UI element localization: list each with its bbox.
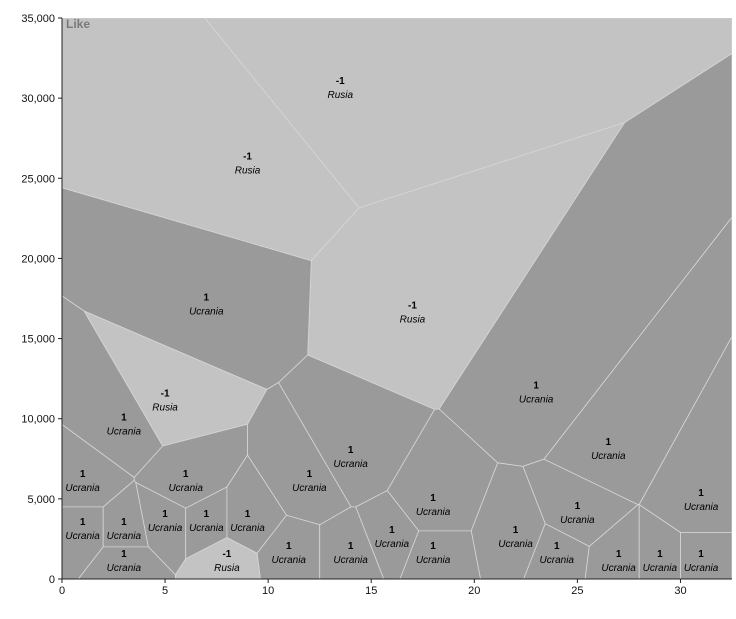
x-tick-label: 30: [674, 585, 686, 597]
cell-value-label: 1: [430, 493, 436, 504]
x-tick-label: 0: [59, 585, 65, 597]
cell-country-label: Ucrania: [168, 483, 203, 494]
cell-country-label: Ucrania: [684, 502, 719, 513]
cell-country-label: Ucrania: [375, 539, 410, 550]
cell-value-label: 1: [698, 488, 704, 499]
x-tick-label: 15: [365, 585, 377, 597]
cell-value-label: -1: [161, 389, 170, 400]
cell-value-label: 1: [121, 549, 127, 560]
x-tick-label: 5: [162, 585, 168, 597]
cell-country-label: Ucrania: [519, 395, 554, 406]
cell-country-label: Ucrania: [416, 507, 451, 518]
cell-country-label: Ucrania: [189, 307, 224, 318]
cell-country-label: Ucrania: [148, 523, 183, 534]
cell-value-label: 1: [162, 509, 168, 520]
voronoi-cell-ucrania: [399, 530, 481, 579]
cell-value-label: 1: [430, 541, 436, 552]
cell-country-label: Ucrania: [107, 563, 142, 574]
cell-country-label: Ucrania: [333, 459, 368, 470]
y-tick-label: 10,000: [21, 414, 55, 426]
cell-country-label: Ucrania: [643, 563, 678, 574]
voronoi-cell-rusia: [174, 537, 261, 579]
cell-value-label: 1: [575, 501, 581, 512]
cell-value-label: -1: [243, 151, 252, 162]
cell-country-label: Ucrania: [601, 563, 636, 574]
corner-label: Like: [66, 17, 90, 31]
y-tick-label: 25,000: [21, 173, 55, 185]
cell-country-label: Rusia: [400, 315, 426, 326]
cell-value-label: 1: [513, 525, 519, 536]
cell-country-label: Ucrania: [292, 483, 327, 494]
cell-country-label: Ucrania: [272, 555, 307, 566]
cell-country-label: Ucrania: [684, 563, 719, 574]
cell-value-label: 1: [245, 509, 251, 520]
cell-country-label: Ucrania: [65, 531, 100, 542]
cell-value-label: 1: [286, 541, 292, 552]
cell-country-label: Ucrania: [498, 539, 533, 550]
cell-country-label: Ucrania: [540, 555, 575, 566]
cell-value-label: 1: [616, 549, 622, 560]
cell-country-label: Ucrania: [591, 451, 626, 462]
y-tick-label: 30,000: [21, 93, 55, 105]
x-tick-label: 20: [468, 585, 480, 597]
y-tick-label: 15,000: [21, 334, 55, 346]
y-tick-label: 0: [49, 574, 55, 586]
cell-value-label: 1: [204, 509, 210, 520]
cell-value-label: 1: [307, 469, 313, 480]
x-tick-label: 10: [262, 585, 274, 597]
cell-value-label: 1: [389, 525, 395, 536]
cell-value-label: 1: [121, 413, 127, 424]
cell-value-label: 1: [657, 549, 663, 560]
cell-country-label: Ucrania: [333, 555, 368, 566]
cell-country-label: Rusia: [328, 90, 354, 101]
cell-country-label: Ucrania: [65, 483, 100, 494]
cell-value-label: 1: [80, 517, 86, 528]
cell-value-label: 1: [698, 549, 704, 560]
cell-value-label: -1: [408, 301, 417, 312]
cell-country-label: Rusia: [152, 403, 178, 414]
cell-value-label: 1: [533, 381, 539, 392]
voronoi-cells: [62, 18, 732, 579]
cell-country-label: Rusia: [235, 165, 261, 176]
y-tick-label: 35,000: [21, 13, 55, 25]
cell-country-label: Ucrania: [230, 523, 265, 534]
y-tick-label: 5,000: [27, 494, 55, 506]
cell-country-label: Ucrania: [416, 555, 451, 566]
cell-country-label: Ucrania: [107, 531, 142, 542]
cell-value-label: 1: [606, 437, 612, 448]
cell-country-label: Ucrania: [560, 515, 595, 526]
voronoi-cell-ucrania: [680, 532, 732, 579]
cell-value-label: 1: [204, 293, 210, 304]
cell-labels: -1 Rusia -1 Rusia -1 Rusia 1 Ucrania 1 Ucrania -1 R…: [65, 76, 718, 574]
cell-value-label: 1: [183, 469, 189, 480]
cell-value-label: 1: [348, 541, 354, 552]
cell-country-label: Ucrania: [107, 427, 142, 438]
voronoi-cell-ucrania: [319, 506, 385, 579]
cell-value-label: -1: [222, 549, 231, 560]
cell-value-label: 1: [554, 541, 560, 552]
cell-value-label: 1: [121, 517, 127, 528]
cell-country-label: Rusia: [214, 563, 240, 574]
x-axis: 0 5 10 15 20 25 30: [59, 578, 732, 597]
x-tick-label: 25: [571, 585, 583, 597]
cell-value-label: -1: [336, 76, 345, 87]
y-axis: 0 5,000 10,000 15,000 20,000 25,000 30,000 35,0…: [21, 13, 63, 586]
y-tick-label: 20,000: [21, 253, 55, 265]
cell-value-label: 1: [80, 469, 86, 480]
cell-country-label: Ucrania: [189, 523, 224, 534]
cell-value-label: 1: [348, 445, 354, 456]
